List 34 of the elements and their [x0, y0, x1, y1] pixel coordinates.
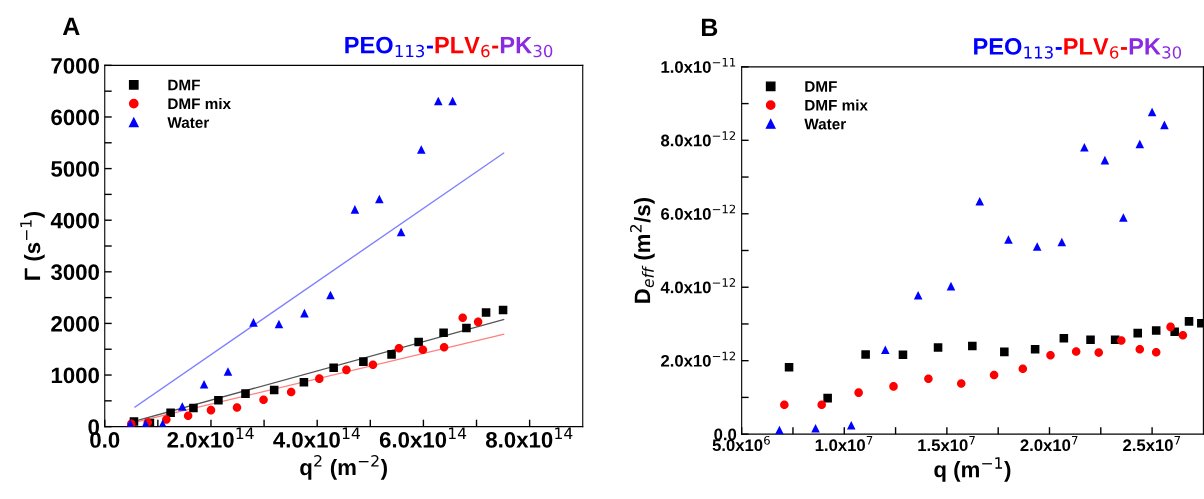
y-tick-label: 2000: [51, 315, 99, 332]
y-axis-title: D$_{eff}$ (m$^{2}$/s): [630, 198, 655, 303]
chart-title: PEO$_{113}$-PLV$_{6}$-PK$_{30}$: [345, 36, 553, 58]
y-tick-label: 4.0x10$^{−12}$: [660, 278, 736, 294]
text: A: [62, 17, 80, 35]
y-tick-label: 1000: [51, 367, 99, 384]
x-tick-label: 1.0x10$^{7}$: [815, 436, 873, 452]
y-tick-label: 2.0x10$^{−12}$: [661, 351, 736, 367]
legend-label: DMF mix: [805, 99, 868, 111]
y-tick-label: 7000: [51, 57, 99, 74]
legend-label: Water: [804, 118, 846, 130]
y-tick-label: 5000: [51, 161, 99, 177]
y-tick-label: 6000: [51, 109, 99, 126]
x-tick-label: 2.5x10$^{7}$: [1123, 436, 1181, 452]
x-axis-title: q (m$^{−1}$): [934, 457, 1011, 482]
x-tick-label: 6.0x10$^{14}$: [379, 427, 467, 448]
legend-label: Water: [167, 117, 210, 128]
legend-label: DMF: [805, 81, 837, 92]
y-tick-label: 1.0x10$^{−11}$: [661, 57, 736, 73]
x-tick-label: 2.0x10$^{14}$: [167, 427, 254, 448]
legend-label: DMF: [168, 79, 200, 91]
y-axis-title: Γ (s$^{−1}$): [20, 211, 45, 280]
y-tick-label: 4000: [50, 212, 99, 229]
legend-label: DMF mix: [168, 97, 231, 110]
x-tick-label: 1.5x10$^{7}$: [918, 436, 975, 452]
x-axis-title: q$^{2}$ (m$^{−2}$): [300, 455, 387, 480]
y-tick-label: 6.0x10$^{−12}$: [661, 204, 736, 220]
x-tick-label: 2.0x10$^{7}$: [1020, 436, 1078, 452]
y-tick-label: 3000: [50, 264, 99, 281]
x-tick-label: 4.0x10$^{14}$: [273, 427, 360, 448]
y-tick-label: 8.0x10$^{−12}$: [661, 131, 736, 147]
x-tick-label: 8.0x10$^{14}$: [486, 427, 573, 448]
chart-title: PEO$_{113}$-PLV$_{6}$-PK$_{30}$: [974, 38, 1182, 59]
text: B: [701, 18, 718, 36]
